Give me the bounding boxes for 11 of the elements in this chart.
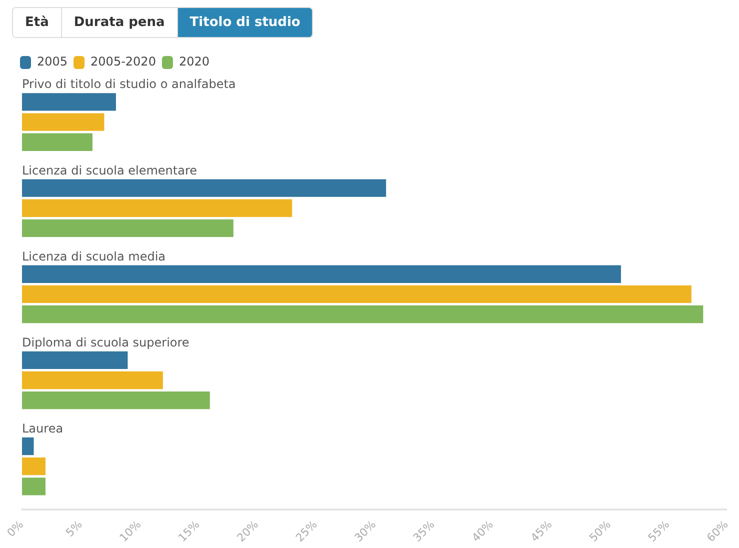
y-tick-label: Laurea bbox=[22, 422, 64, 436]
y-tick-label: Licenza di scuola elementare bbox=[22, 163, 198, 178]
y-tick-label: Diploma di scuola superiore bbox=[22, 335, 190, 350]
tab-bar: Età Durata pena Titolo di studio bbox=[12, 7, 314, 38]
legend-label: 2005 bbox=[37, 54, 68, 69]
x-tick-label: 0% bbox=[4, 518, 26, 540]
y-tick-label: Privo di titolo di studio o analfabeta bbox=[22, 77, 236, 92]
y-tick-label: Licenza di scuola media bbox=[22, 249, 166, 264]
legend-label: 2005-2020 bbox=[90, 54, 156, 69]
x-tick-label: 5% bbox=[63, 518, 85, 540]
legend-label: 2020 bbox=[178, 54, 210, 69]
